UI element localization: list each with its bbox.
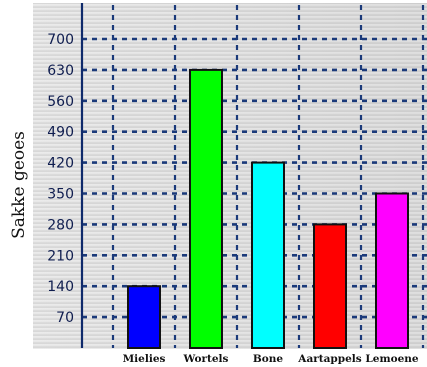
y-tick-label: 630 (47, 63, 74, 79)
y-tick-label: 420 (47, 156, 74, 172)
x-tick-label: Wortels (183, 353, 229, 365)
bar-lemoene (375, 192, 409, 349)
y-tick-label: 350 (47, 187, 74, 203)
y-tick-label: 490 (47, 125, 74, 141)
x-tick-label: Bone (253, 353, 284, 365)
y-tick-label: 560 (47, 94, 74, 110)
x-tick-label: Mielies (123, 353, 166, 365)
y-tick-labels: 70 140 210 280 350 420 490 560 630 700 (47, 32, 74, 326)
bar-bone (251, 161, 285, 349)
bar-mielies (127, 285, 161, 350)
x-tick-label: Aartappels (297, 353, 361, 365)
y-tick-label: 210 (47, 248, 74, 264)
x-tick-label: Lemoene (365, 353, 418, 365)
plot-background (33, 3, 427, 349)
bars (127, 68, 409, 350)
y-tick-label: 280 (47, 217, 74, 233)
bar-wortels (189, 68, 223, 350)
x-tick-labels: Mielies Wortels Bone Aartappels Lemoene (123, 353, 419, 365)
y-tick-label: 140 (47, 279, 74, 295)
y-tick-label: 700 (47, 32, 74, 48)
y-tick-label: 70 (56, 310, 74, 326)
bar-aartappels (313, 223, 347, 349)
y-axis-label: Sakke geoes (9, 131, 29, 239)
